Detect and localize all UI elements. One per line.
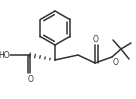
Text: O: O (28, 75, 34, 84)
Text: O: O (93, 35, 99, 44)
Text: HO: HO (0, 50, 10, 59)
Text: O: O (113, 58, 119, 67)
